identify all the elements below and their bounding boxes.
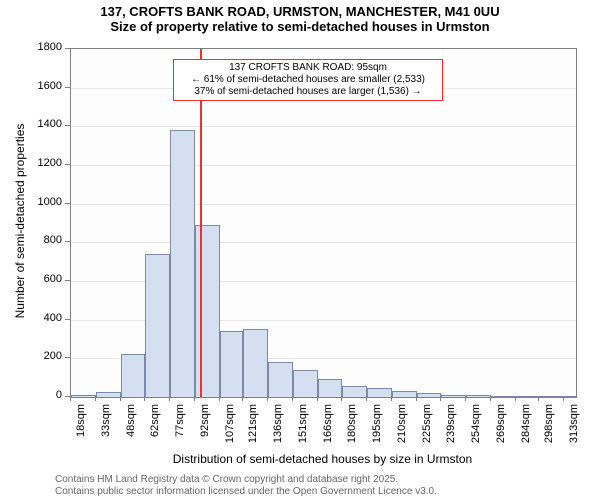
gridline bbox=[71, 242, 576, 243]
x-tick-label: 136sqm bbox=[272, 404, 284, 454]
x-tick-label: 33sqm bbox=[100, 404, 112, 454]
histogram-bar bbox=[564, 396, 576, 397]
histogram-bar bbox=[367, 388, 392, 397]
y-tick-label: 1600 bbox=[22, 80, 62, 92]
reference-line bbox=[200, 49, 202, 397]
histogram-bar bbox=[539, 396, 564, 397]
y-tick-mark bbox=[65, 125, 70, 126]
x-tick-label: 77sqm bbox=[174, 404, 186, 454]
y-tick-label: 1800 bbox=[22, 41, 62, 53]
x-tick-mark bbox=[341, 396, 342, 401]
page-title-line1: 137, CROFTS BANK ROAD, URMSTON, MANCHEST… bbox=[0, 4, 600, 19]
y-tick-label: 1000 bbox=[22, 196, 62, 208]
x-axis-title: Distribution of semi-detached houses by … bbox=[70, 452, 575, 466]
y-tick-label: 1400 bbox=[22, 118, 62, 130]
callout-line: 137 CROFTS BANK ROAD: 95sqm bbox=[178, 62, 438, 74]
x-tick-label: 48sqm bbox=[125, 404, 137, 454]
x-tick-label: 62sqm bbox=[149, 404, 161, 454]
x-tick-label: 195sqm bbox=[371, 404, 383, 454]
x-tick-mark bbox=[317, 396, 318, 401]
histogram-bar bbox=[417, 393, 440, 397]
callout-box: 137 CROFTS BANK ROAD: 95sqm← 61% of semi… bbox=[173, 59, 443, 101]
histogram-bar bbox=[121, 354, 144, 397]
y-tick-label: 400 bbox=[22, 312, 62, 324]
x-tick-label: 225sqm bbox=[421, 404, 433, 454]
callout-line: ← 61% of semi-detached houses are smalle… bbox=[178, 74, 438, 86]
y-tick-label: 800 bbox=[22, 234, 62, 246]
histogram-bar bbox=[145, 254, 170, 397]
histogram-bar bbox=[71, 395, 96, 397]
x-tick-mark bbox=[538, 396, 539, 401]
y-tick-mark bbox=[65, 87, 70, 88]
x-tick-mark bbox=[416, 396, 417, 401]
y-tick-mark bbox=[65, 164, 70, 165]
x-tick-label: 18sqm bbox=[75, 404, 87, 454]
histogram-bar bbox=[96, 392, 121, 397]
histogram-bar bbox=[293, 370, 318, 397]
x-tick-mark bbox=[515, 396, 516, 401]
x-tick-label: 121sqm bbox=[247, 404, 259, 454]
x-tick-label: 107sqm bbox=[224, 404, 236, 454]
x-tick-mark bbox=[70, 396, 71, 401]
histogram-bar bbox=[170, 130, 195, 397]
x-tick-mark bbox=[219, 396, 220, 401]
x-tick-mark bbox=[465, 396, 466, 401]
gridline bbox=[71, 126, 576, 127]
y-tick-mark bbox=[65, 241, 70, 242]
x-tick-label: 269sqm bbox=[495, 404, 507, 454]
histogram-bar bbox=[466, 395, 491, 397]
x-tick-mark bbox=[242, 396, 243, 401]
x-tick-mark bbox=[440, 396, 441, 401]
histogram-bar bbox=[195, 225, 220, 397]
x-tick-mark bbox=[391, 396, 392, 401]
y-tick-label: 600 bbox=[22, 273, 62, 285]
x-tick-label: 298sqm bbox=[543, 404, 555, 454]
footer-line1: Contains HM Land Registry data © Crown c… bbox=[55, 474, 437, 486]
x-tick-mark bbox=[169, 396, 170, 401]
x-tick-label: 151sqm bbox=[297, 404, 309, 454]
footer-line2: Contains public sector information licen… bbox=[55, 486, 437, 498]
x-tick-mark bbox=[267, 396, 268, 401]
y-tick-label: 200 bbox=[22, 350, 62, 362]
y-tick-mark bbox=[65, 203, 70, 204]
histogram-bar bbox=[516, 396, 539, 397]
y-tick-label: 0 bbox=[22, 389, 62, 401]
y-tick-mark bbox=[65, 357, 70, 358]
histogram-bar bbox=[392, 391, 417, 397]
x-tick-label: 166sqm bbox=[322, 404, 334, 454]
x-tick-label: 239sqm bbox=[445, 404, 457, 454]
callout-line: 37% of semi-detached houses are larger (… bbox=[178, 86, 438, 98]
x-tick-mark bbox=[490, 396, 491, 401]
x-tick-mark bbox=[95, 396, 96, 401]
x-tick-mark bbox=[563, 396, 564, 401]
x-tick-label: 210sqm bbox=[396, 404, 408, 454]
y-tick-mark bbox=[65, 48, 70, 49]
y-tick-label: 1200 bbox=[22, 157, 62, 169]
x-tick-mark bbox=[292, 396, 293, 401]
x-tick-label: 313sqm bbox=[568, 404, 580, 454]
y-tick-mark bbox=[65, 280, 70, 281]
page-title-line2: Size of property relative to semi-detach… bbox=[0, 19, 600, 34]
gridline bbox=[71, 204, 576, 205]
histogram-plot-area: 137 CROFTS BANK ROAD: 95sqm← 61% of semi… bbox=[70, 48, 577, 398]
x-tick-mark bbox=[366, 396, 367, 401]
x-tick-label: 180sqm bbox=[346, 404, 358, 454]
x-tick-label: 284sqm bbox=[520, 404, 532, 454]
histogram-bar bbox=[318, 379, 341, 397]
histogram-bar bbox=[342, 386, 367, 397]
histogram-bar bbox=[441, 395, 466, 397]
x-tick-mark bbox=[120, 396, 121, 401]
x-tick-label: 254sqm bbox=[470, 404, 482, 454]
histogram-bar bbox=[243, 329, 268, 397]
histogram-bar bbox=[268, 362, 293, 397]
gridline bbox=[71, 165, 576, 166]
x-tick-mark bbox=[194, 396, 195, 401]
x-tick-mark bbox=[144, 396, 145, 401]
x-tick-label: 92sqm bbox=[199, 404, 211, 454]
y-axis-title: Number of semi-detached properties bbox=[13, 111, 27, 331]
y-tick-mark bbox=[65, 319, 70, 320]
histogram-bar bbox=[220, 331, 243, 397]
histogram-bar bbox=[491, 396, 516, 397]
footer-attribution: Contains HM Land Registry data © Crown c… bbox=[55, 474, 437, 498]
